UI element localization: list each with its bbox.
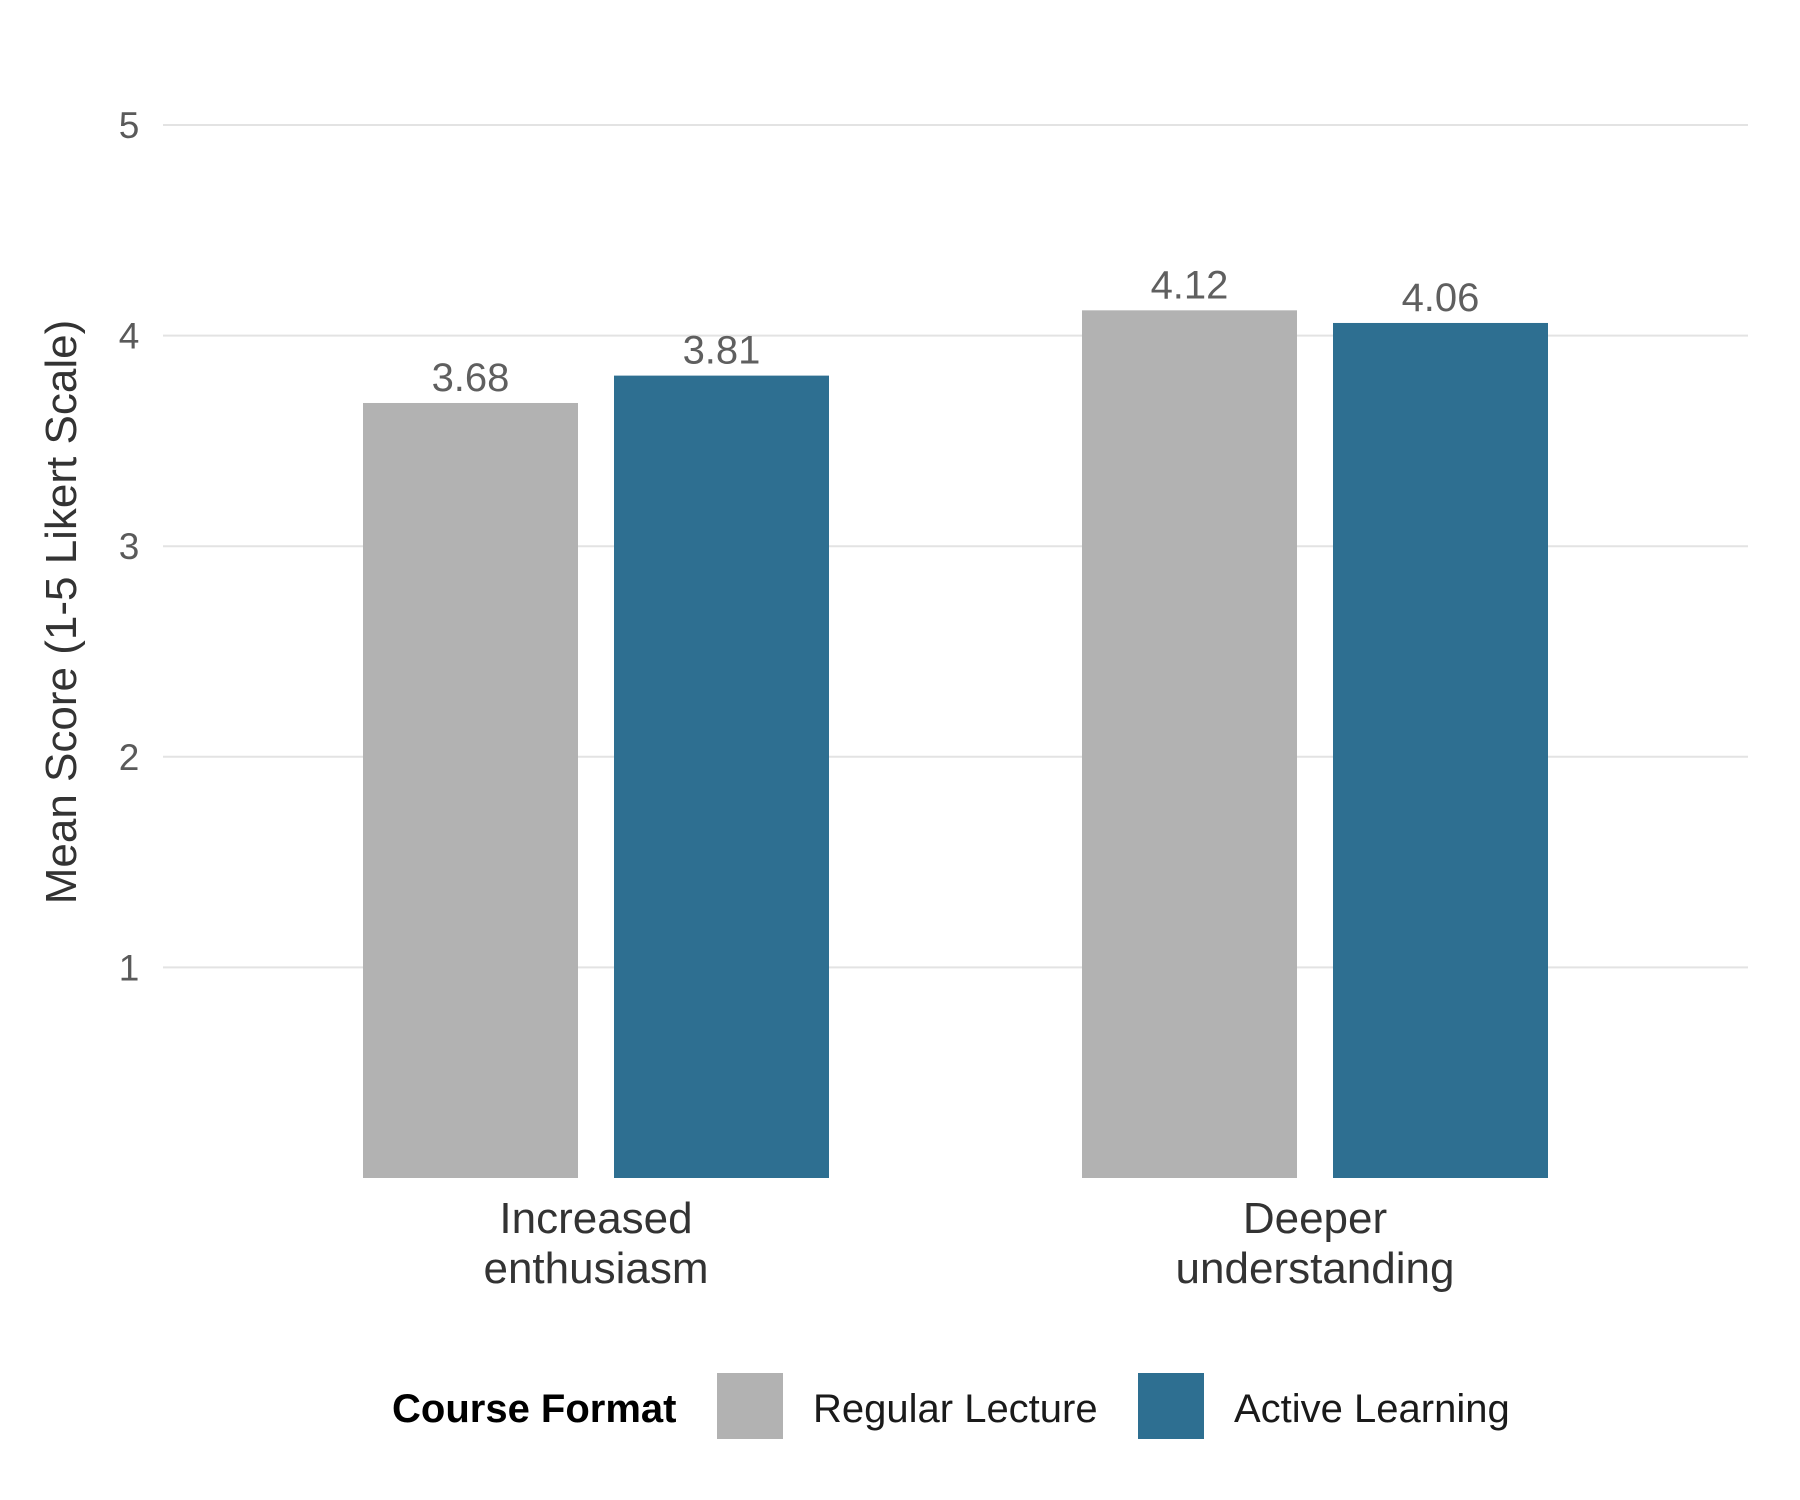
- y-axis-ticks: 1 2 3 4 5: [119, 105, 140, 988]
- y-tick-label: 5: [119, 105, 140, 146]
- bar: [1082, 310, 1297, 1178]
- bar: [614, 375, 829, 1178]
- legend-title: Course Format: [392, 1387, 677, 1431]
- x-category-label: Increased enthusiasm: [483, 1194, 708, 1293]
- legend-swatch: [1138, 1373, 1204, 1439]
- x-category-label: Deeper understanding: [1176, 1194, 1455, 1293]
- y-tick-label: 3: [119, 526, 140, 567]
- bars: [363, 310, 1548, 1178]
- data-label: 4.12: [1151, 263, 1229, 307]
- legend-label: Regular Lecture: [813, 1387, 1098, 1431]
- data-label: 4.06: [1402, 276, 1480, 320]
- data-labels: 3.68 3.81 4.12 4.06: [432, 263, 1480, 400]
- y-tick-label: 1: [119, 947, 140, 988]
- y-tick-label: 2: [119, 737, 140, 778]
- bar: [1333, 322, 1548, 1178]
- legend-label: Active Learning: [1234, 1387, 1510, 1431]
- legend: Course Format Regular Lecture Active Lear…: [392, 1373, 1510, 1439]
- y-axis-title: Mean Score (1-5 Likert Scale): [37, 320, 86, 904]
- data-label: 3.68: [432, 356, 510, 400]
- x-axis-categories: Increased enthusiasm Deeper understanding: [483, 1194, 1454, 1293]
- bar: [363, 402, 578, 1178]
- y-tick-label: 4: [119, 316, 140, 357]
- data-label: 3.81: [683, 329, 761, 373]
- legend-swatch: [717, 1373, 783, 1439]
